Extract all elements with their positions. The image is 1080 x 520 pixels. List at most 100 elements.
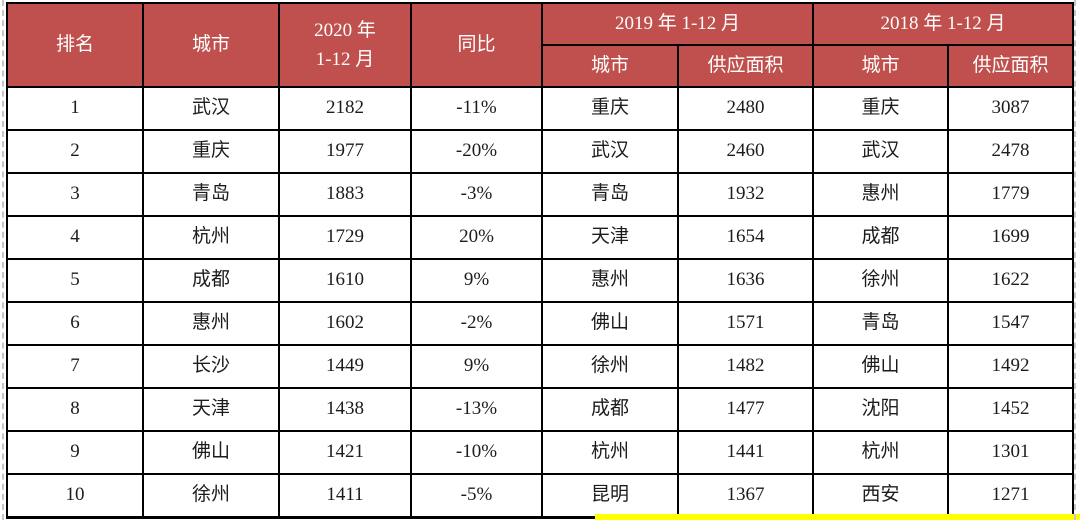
- header-period-2018: 2018 年 1-12 月: [812, 2, 1075, 46]
- supply-2018-cell: 1271: [947, 473, 1075, 518]
- table-header: 排名 城市 2020 年 1-12 月 同比 2019 年 1-12 月 201…: [6, 2, 1075, 88]
- table-row: 10 徐州 1411 -5% 昆明 1367 西安 1271: [6, 473, 1075, 518]
- yoy-cell: -11%: [410, 86, 543, 131]
- supply-2019-cell: 1482: [676, 344, 815, 389]
- table-row: 2 重庆 1977 -20% 武汉 2460 武汉 2478: [6, 129, 1075, 174]
- city-2019-cell: 青岛: [541, 172, 679, 217]
- city-2018-cell: 成都: [812, 215, 950, 260]
- city-2018-cell: 惠州: [812, 172, 950, 217]
- city-2018-cell: 杭州: [812, 430, 950, 475]
- city-2020-cell: 杭州: [142, 215, 280, 260]
- city-2020-cell: 重庆: [142, 129, 280, 174]
- header-period-2019: 2019 年 1-12 月: [540, 2, 815, 46]
- supply-2020-cell: 1883: [278, 172, 412, 217]
- table-body: 1 武汉 2182 -11% 重庆 2480 重庆 3087 2 重庆 1977…: [6, 86, 1075, 518]
- header-city-2020: 城市: [142, 2, 280, 88]
- rank-cell: 10: [6, 473, 144, 518]
- rank-cell: 2: [6, 129, 144, 174]
- city-2018-cell: 重庆: [812, 86, 950, 131]
- city-2020-cell: 徐州: [142, 473, 280, 518]
- yoy-cell: 20%: [410, 215, 543, 260]
- city-2020-cell: 武汉: [142, 86, 280, 131]
- city-2019-cell: 佛山: [541, 301, 679, 346]
- table-row: 8 天津 1438 -13% 成都 1477 沈阳 1452: [6, 387, 1075, 432]
- header-period-2020-line2: 1-12 月: [315, 49, 375, 70]
- city-2019-cell: 重庆: [541, 86, 679, 131]
- header-supply-2018: 供应面积: [947, 44, 1075, 88]
- city-2020-cell: 青岛: [142, 172, 280, 217]
- yoy-cell: -20%: [410, 129, 543, 174]
- page-break-line-left: [2, 0, 4, 520]
- city-2019-cell: 天津: [541, 215, 679, 260]
- rank-cell: 3: [6, 172, 144, 217]
- supply-2020-cell: 1602: [278, 301, 412, 346]
- city-2018-cell: 沈阳: [812, 387, 950, 432]
- page-break-line-right: [1074, 0, 1076, 520]
- supply-2019-cell: 2480: [676, 86, 815, 131]
- supply-2020-cell: 1449: [278, 344, 412, 389]
- city-2019-cell: 昆明: [541, 473, 679, 518]
- table-row: 1 武汉 2182 -11% 重庆 2480 重庆 3087: [6, 86, 1075, 131]
- supply-2019-cell: 1654: [676, 215, 815, 260]
- rank-cell: 1: [6, 86, 144, 131]
- supply-2018-cell: 2478: [947, 129, 1075, 174]
- yoy-cell: -3%: [410, 172, 543, 217]
- city-2018-cell: 西安: [812, 473, 950, 518]
- table-row: 4 杭州 1729 20% 天津 1654 成都 1699: [6, 215, 1075, 260]
- header-city-2019: 城市: [541, 44, 679, 88]
- yoy-cell: -10%: [410, 430, 543, 475]
- header-yoy: 同比: [410, 2, 543, 88]
- city-2018-cell: 青岛: [812, 301, 950, 346]
- city-2018-cell: 武汉: [812, 129, 950, 174]
- supply-2020-cell: 1421: [278, 430, 412, 475]
- table-row: 3 青岛 1883 -3% 青岛 1932 惠州 1779: [6, 172, 1075, 217]
- supply-2019-cell: 1571: [676, 301, 815, 346]
- header-city-2018: 城市: [812, 44, 950, 88]
- header-period-2020-line1: 2020 年: [314, 19, 376, 41]
- city-2019-cell: 杭州: [541, 430, 679, 475]
- city-2020-cell: 长沙: [142, 344, 280, 389]
- supply-2019-cell: 1441: [676, 430, 815, 475]
- supply-2019-cell: 1932: [676, 172, 815, 217]
- header-rank: 排名: [6, 2, 144, 88]
- supply-2020-cell: 1438: [278, 387, 412, 432]
- table-row: 9 佛山 1421 -10% 杭州 1441 杭州 1301: [6, 430, 1075, 475]
- rank-cell: 6: [6, 301, 144, 346]
- supply-2020-cell: 1977: [278, 129, 412, 174]
- supply-2018-cell: 3087: [947, 86, 1075, 131]
- city-2020-cell: 天津: [142, 387, 280, 432]
- header-period-2020: 2020 年 1-12 月: [278, 2, 412, 88]
- city-2018-cell: 佛山: [812, 344, 950, 389]
- supply-2019-cell: 1477: [676, 387, 815, 432]
- table-row: 7 长沙 1449 9% 徐州 1482 佛山 1492: [6, 344, 1075, 389]
- supply-2018-cell: 1779: [947, 172, 1075, 217]
- yellow-highlight-bar: [595, 514, 1080, 520]
- table-row: 6 惠州 1602 -2% 佛山 1571 青岛 1547: [6, 301, 1075, 346]
- yoy-cell: 9%: [410, 258, 543, 303]
- city-2020-cell: 惠州: [142, 301, 280, 346]
- supply-2019-cell: 2460: [676, 129, 815, 174]
- rank-cell: 8: [6, 387, 144, 432]
- city-2019-cell: 成都: [541, 387, 679, 432]
- supply-2019-cell: 1636: [676, 258, 815, 303]
- supply-2020-cell: 2182: [278, 86, 412, 131]
- city-2019-cell: 惠州: [541, 258, 679, 303]
- header-supply-2019: 供应面积: [676, 44, 815, 88]
- city-2019-cell: 武汉: [541, 129, 679, 174]
- rank-cell: 7: [6, 344, 144, 389]
- supply-2018-cell: 1622: [947, 258, 1075, 303]
- rank-cell: 4: [6, 215, 144, 260]
- city-2018-cell: 徐州: [812, 258, 950, 303]
- supply-2018-cell: 1492: [947, 344, 1075, 389]
- yoy-cell: -2%: [410, 301, 543, 346]
- yoy-cell: -5%: [410, 473, 543, 518]
- city-2020-cell: 佛山: [142, 430, 280, 475]
- city-2019-cell: 徐州: [541, 344, 679, 389]
- rank-cell: 5: [6, 258, 144, 303]
- supply-2019-cell: 1367: [676, 473, 815, 518]
- supply-2018-cell: 1547: [947, 301, 1075, 346]
- rank-cell: 9: [6, 430, 144, 475]
- supply-2020-cell: 1729: [278, 215, 412, 260]
- supply-area-ranking-table: 排名 城市 2020 年 1-12 月 同比 2019 年 1-12 月 201…: [6, 2, 1075, 519]
